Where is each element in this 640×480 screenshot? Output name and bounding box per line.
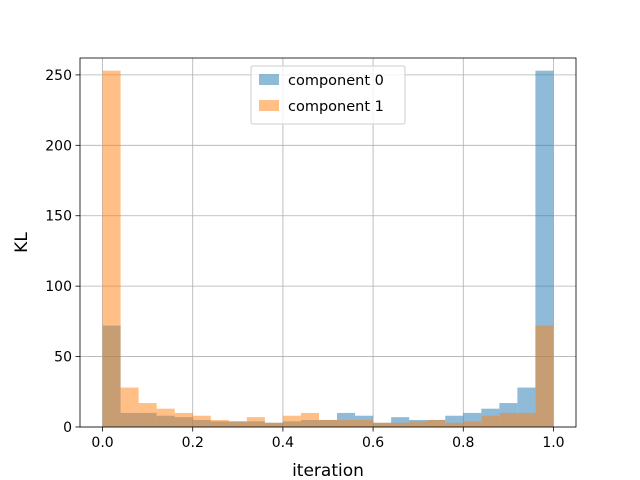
histogram-bar-component-1 (463, 421, 482, 427)
legend-box (250, 65, 406, 125)
histogram-bar-component-1 (282, 415, 301, 427)
histogram-bars (102, 70, 554, 428)
histogram-bar-component-1 (138, 403, 157, 427)
histogram-bar-component-1 (391, 422, 410, 427)
legend-swatch-component-1 (259, 100, 279, 111)
histogram-bar-component-0 (445, 415, 464, 427)
histogram-bar-component-1 (300, 412, 319, 427)
histogram-bar-component-1 (337, 419, 356, 427)
histogram-bar-component-1 (264, 422, 283, 427)
legend-label-component-1: component 1 (288, 99, 384, 115)
x-tick-label: 0.2 (182, 435, 204, 451)
histogram-bar-component-1 (192, 415, 211, 427)
axis-ticks: 0.0 0.2 0.4 0.6 0.8 1.0 0 50 100 150 200 250 (45, 68, 564, 451)
x-tick-label: 0.0 (91, 435, 113, 451)
y-tick-label: 200 (45, 138, 72, 154)
legend-label-component-0: component 0 (288, 73, 384, 89)
x-tick-label: 0.6 (362, 435, 384, 451)
histogram-bar-component-1 (120, 387, 139, 427)
histogram-bar-component-1 (228, 421, 247, 427)
y-axis-label: KL (12, 232, 32, 253)
y-tick-label: 50 (54, 350, 72, 366)
histogram-bar-component-1 (355, 419, 374, 427)
y-tick-label: 150 (45, 209, 72, 225)
plot-frame (79, 57, 577, 428)
histogram-bar-component-1 (427, 419, 446, 427)
histogram-bar-component-1 (102, 70, 121, 428)
histogram-bar-component-1 (445, 422, 464, 427)
x-tick-label: 1.0 (542, 435, 564, 451)
histogram-bar-component-1 (210, 419, 229, 427)
y-tick-label: 100 (45, 279, 72, 295)
x-axis-label: iteration (292, 461, 364, 480)
y-tick-label: 250 (45, 68, 72, 84)
x-tick-label: 0.4 (272, 435, 294, 451)
histogram-bar-component-1 (174, 412, 193, 427)
histogram-bar-component-1 (481, 415, 500, 427)
x-tick-label: 0.8 (452, 435, 474, 451)
histogram-bar-component-1 (517, 412, 536, 427)
histogram-bar-component-1 (499, 412, 518, 427)
histogram-bar-component-1 (156, 408, 175, 427)
legend-swatch-component-0 (259, 74, 279, 85)
legend: component 0 component 1 (250, 65, 406, 125)
histogram-bar-component-1 (409, 421, 428, 427)
histogram-bar-component-0 (391, 417, 410, 427)
y-tick-label: 0 (63, 420, 72, 436)
histogram-bar-component-1 (535, 325, 554, 427)
histogram-bar-component-1 (373, 422, 392, 427)
histogram-bar-component-1 (246, 417, 265, 427)
histogram-bar-component-1 (318, 419, 338, 427)
